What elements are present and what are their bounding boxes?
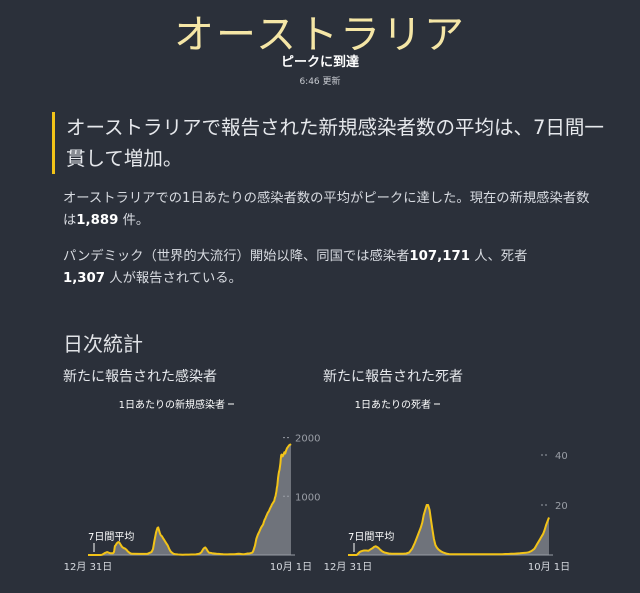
- updated-timestamp: 6:46 更新: [0, 74, 640, 87]
- seven-day-average-line: [348, 504, 550, 556]
- annotation-daily-label: 1日あたりの新規感染者: [119, 398, 225, 411]
- updated-time: 6:46: [299, 77, 320, 87]
- current-cases-number: 1,889: [76, 213, 119, 228]
- y-tick-label: 20: [555, 501, 568, 512]
- section-title: 日次統計: [63, 332, 143, 356]
- x-tick-label-start: 12月 31日: [324, 561, 373, 573]
- total-cases-number: 107,171: [409, 249, 470, 264]
- summary-paragraph-cases: オーストラリアでの1日あたりの感染者数の平均がピークに達した。現在の新規感染者数…: [63, 188, 593, 232]
- y-tick-label: 40: [555, 451, 568, 462]
- annotation-average-label: 7日間平均: [348, 531, 394, 543]
- daily-bars-area: [88, 444, 291, 555]
- chart-title-cases: 新たに報告された感染者: [63, 369, 217, 385]
- p2-end: 人が報告されている。: [109, 271, 242, 286]
- annotation-daily-label: 1日あたりの死者: [355, 399, 431, 411]
- summary-headline: オーストラリアで報告された新規感染者数の平均は、7日間一貫して増加。: [52, 112, 611, 174]
- status-label: ピークに到達: [280, 55, 359, 70]
- x-tick-label-end: 10月 1日: [270, 561, 312, 573]
- p2-text: パンデミック（世界的大流行）開始以降、同国では感染者: [63, 249, 410, 264]
- page-title: オーストラリア: [174, 12, 466, 58]
- seven-day-average-line: [88, 443, 292, 556]
- x-tick-label-start: 12月 31日: [64, 561, 113, 573]
- y-tick-label: 2000: [295, 434, 320, 445]
- updated-label: 更新: [322, 77, 341, 87]
- annotation-average-label: 7日間平均: [88, 531, 134, 543]
- total-deaths-number: 1,307: [63, 271, 106, 286]
- p1-unit: 件。: [122, 213, 150, 228]
- x-tick-label-end: 10月 1日: [528, 561, 570, 573]
- p2-mid: 人、死者: [474, 249, 528, 264]
- p1-text: オーストラリアでの1日あたりの感染者数の平均がピークに達した。現在の新規感染者数…: [63, 191, 590, 228]
- chart-title-deaths: 新たに報告された死者: [323, 369, 463, 385]
- cases-chart: 1000 2000 12月 31日 10月 1日 1日あたりの新規感染者 7日間平均: [64, 398, 321, 573]
- deaths-chart: 20 40 12月 31日 10月 1日 1日あたりの死者 7日間平均: [324, 399, 570, 573]
- summary-paragraph-totals: パンデミック（世界的大流行）開始以降、同国では感染者107,171 人、死者 1,…: [63, 246, 593, 290]
- y-tick-label: 1000: [295, 492, 320, 503]
